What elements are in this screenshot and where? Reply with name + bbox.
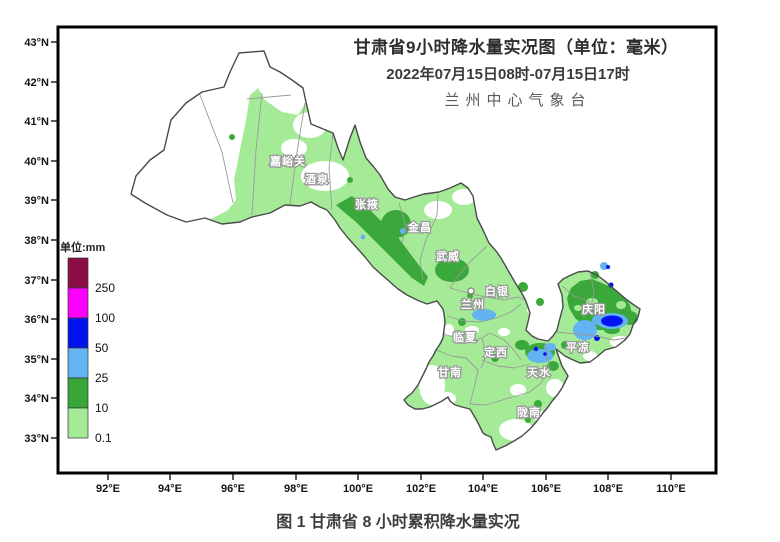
legend-swatch-10 — [67, 377, 89, 409]
city-label-wuwei: 武威 — [436, 249, 460, 263]
legend-value-100: 100 — [95, 311, 115, 325]
lat-label: 40°N — [24, 156, 49, 168]
lat-label: 37°N — [24, 275, 49, 287]
map-title-block: 甘肃省9小时降水量实况图（单位：毫米） 2022年07月15日08时-07月15… — [354, 37, 679, 109]
lat-label: 33°N — [24, 433, 49, 445]
rain-25mm-patches — [360, 228, 628, 363]
lat-label: 38°N — [24, 235, 49, 247]
legend-unit-label: 单位:mm — [60, 240, 105, 254]
lon-label: 94°E — [158, 483, 182, 495]
lon-label: 108°E — [593, 483, 623, 495]
lat-label: 39°N — [24, 195, 49, 207]
city-label-longnan: 陇南 — [517, 405, 541, 419]
city-label-baiyin: 白银 — [485, 284, 509, 298]
city-label-pingliang: 平凉 — [566, 340, 590, 354]
lon-label: 104°E — [468, 483, 498, 495]
lat-label: 34°N — [24, 393, 49, 405]
city-label-lanzhou: 兰州 — [461, 297, 485, 311]
city-label-tianshui: 天水 — [527, 365, 551, 379]
lon-label: 110°E — [656, 483, 685, 495]
city-label-jiayuguan: 嘉峪关 — [269, 154, 306, 168]
rain-50mm-patches — [533, 265, 623, 356]
lon-tick-marks — [107, 473, 672, 480]
lanzhou-city-marker — [467, 287, 475, 295]
map-subtitle-agency: 兰州中心气象台 — [444, 92, 591, 109]
legend: 单位:mm 250 100 50 25 10 0.1 — [60, 240, 115, 445]
map-subtitle-period: 2022年07月15日08时-07月15日17时 — [386, 65, 629, 83]
city-label-gannan: 甘南 — [438, 365, 462, 379]
lat-label: 41°N — [24, 116, 49, 128]
lon-axis-labels: 92°E 94°E 96°E 98°E 100°E 102°E 104°E 10… — [96, 483, 686, 495]
city-label-zhangye: 张掖 — [355, 197, 379, 211]
legend-swatch-25 — [67, 347, 89, 379]
prefecture-boundaries — [199, 92, 627, 406]
lon-label: 96°E — [221, 483, 245, 495]
lat-label: 36°N — [24, 314, 49, 326]
lat-tick-marks — [51, 41, 58, 439]
map-title: 甘肃省9小时降水量实况图（单位：毫米） — [354, 37, 679, 57]
legend-swatch-01 — [67, 407, 89, 439]
lat-label: 35°N — [24, 354, 49, 366]
figure-caption: 图 1 甘肃省 8 小时累积降水量实况 — [276, 512, 520, 531]
city-label-qingyang: 庆阳 — [581, 302, 606, 316]
lat-label: 43°N — [24, 37, 49, 49]
legend-swatch-250 — [67, 257, 89, 289]
lat-label: 42°N — [24, 77, 49, 89]
lon-label: 106°E — [531, 483, 561, 495]
city-label-jiuquan: 酒泉 — [305, 172, 329, 186]
city-label-jinchang: 金昌 — [407, 220, 432, 234]
lon-label: 98°E — [284, 483, 308, 495]
legend-swatch-100 — [67, 287, 89, 319]
city-label-dingxi: 定西 — [484, 345, 508, 359]
legend-value-10: 10 — [95, 401, 109, 415]
city-label-linxia: 临夏 — [453, 330, 477, 344]
lon-label: 92°E — [96, 483, 120, 495]
legend-value-250: 250 — [95, 281, 115, 295]
legend-value-25: 25 — [95, 371, 109, 385]
legend-value-01: 0.1 — [95, 431, 112, 445]
legend-value-50: 50 — [95, 341, 109, 355]
city-labels: 嘉峪关 酒泉 张掖 金昌 武威 白银 兰州 临夏 定西 甘南 天水 陇南 庆阳 … — [268, 153, 606, 420]
lat-axis-labels: 43°N 42°N 41°N 40°N 39°N 38°N 37°N 36°N … — [24, 37, 49, 445]
lon-label: 102°E — [406, 483, 436, 495]
lon-label: 100°E — [343, 483, 373, 495]
map-frame — [56, 25, 718, 475]
legend-swatch-50 — [67, 317, 89, 349]
province-outer-boundary — [130, 50, 641, 451]
